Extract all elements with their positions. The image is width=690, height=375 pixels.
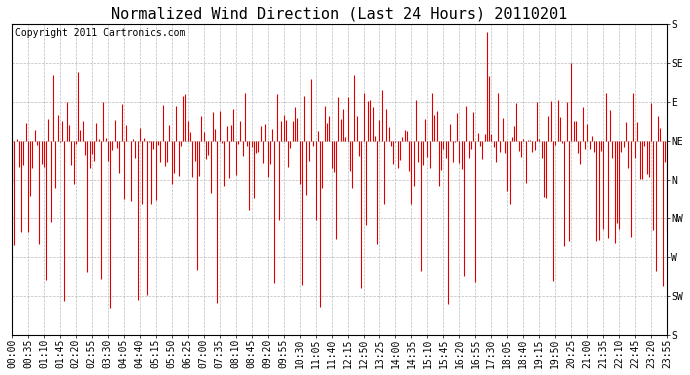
Text: Copyright 2011 Cartronics.com: Copyright 2011 Cartronics.com bbox=[15, 28, 186, 38]
Title: Normalized Wind Direction (Last 24 Hours) 20110201: Normalized Wind Direction (Last 24 Hours… bbox=[111, 7, 568, 22]
